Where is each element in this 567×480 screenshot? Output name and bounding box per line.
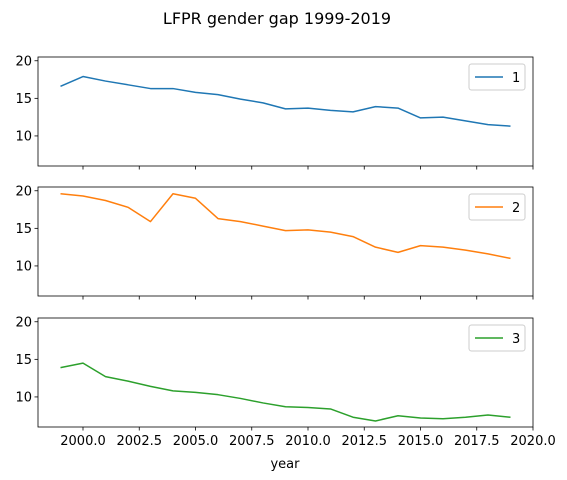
legend: 1 [468, 63, 526, 91]
y-tick-label: 15 [15, 222, 32, 237]
legend: 3 [468, 324, 526, 352]
legend-label: 1 [512, 71, 520, 86]
subplot-3: 10 15 20 2000.0 2002.5 2005.0 2007.5 2010.0 2012… [15, 315, 555, 449]
legend-label: 3 [512, 332, 520, 347]
legend: 2 [468, 193, 526, 221]
subplots: 10 15 20 1 10 15 20 2 10 15 20 2000.0 2002.5 2005.0 20… [15, 54, 555, 449]
y-tick-label: 20 [15, 184, 32, 199]
axes-frame [37, 56, 534, 167]
x-tick-label: 2005.0 [173, 434, 219, 449]
x-tick-label: 2002.5 [117, 434, 163, 449]
x-tick-label: 2015.0 [398, 434, 444, 449]
x-tick-label: 2012.5 [342, 434, 388, 449]
axes-frame [37, 186, 534, 297]
x-tick-label: 2017.5 [454, 434, 500, 449]
series-line-3 [60, 362, 511, 422]
x-axis-label: year [270, 457, 300, 472]
subplot-1: 10 15 20 1 [15, 54, 534, 170]
x-tick-label: 2007.5 [229, 434, 275, 449]
series-line-2 [60, 193, 511, 260]
y-tick-label: 10 [15, 390, 32, 405]
y-tick-label: 10 [15, 259, 32, 274]
x-tick-label: 2010.0 [285, 434, 331, 449]
y-tick-label: 20 [15, 315, 32, 330]
y-tick-label: 15 [15, 92, 32, 107]
y-tick-label: 15 [15, 353, 32, 368]
legend-label: 2 [512, 201, 520, 216]
axes-frame [37, 317, 534, 428]
subplot-2: 10 15 20 2 [15, 184, 534, 300]
x-tick-label: 2000.0 [60, 434, 106, 449]
x-tick-label: 2020.0 [510, 434, 556, 449]
series-line-1 [60, 75, 511, 127]
y-tick-label: 10 [15, 129, 32, 144]
chart-title: LFPR gender gap 1999-2019 [163, 9, 391, 28]
y-tick-label: 20 [15, 54, 32, 69]
